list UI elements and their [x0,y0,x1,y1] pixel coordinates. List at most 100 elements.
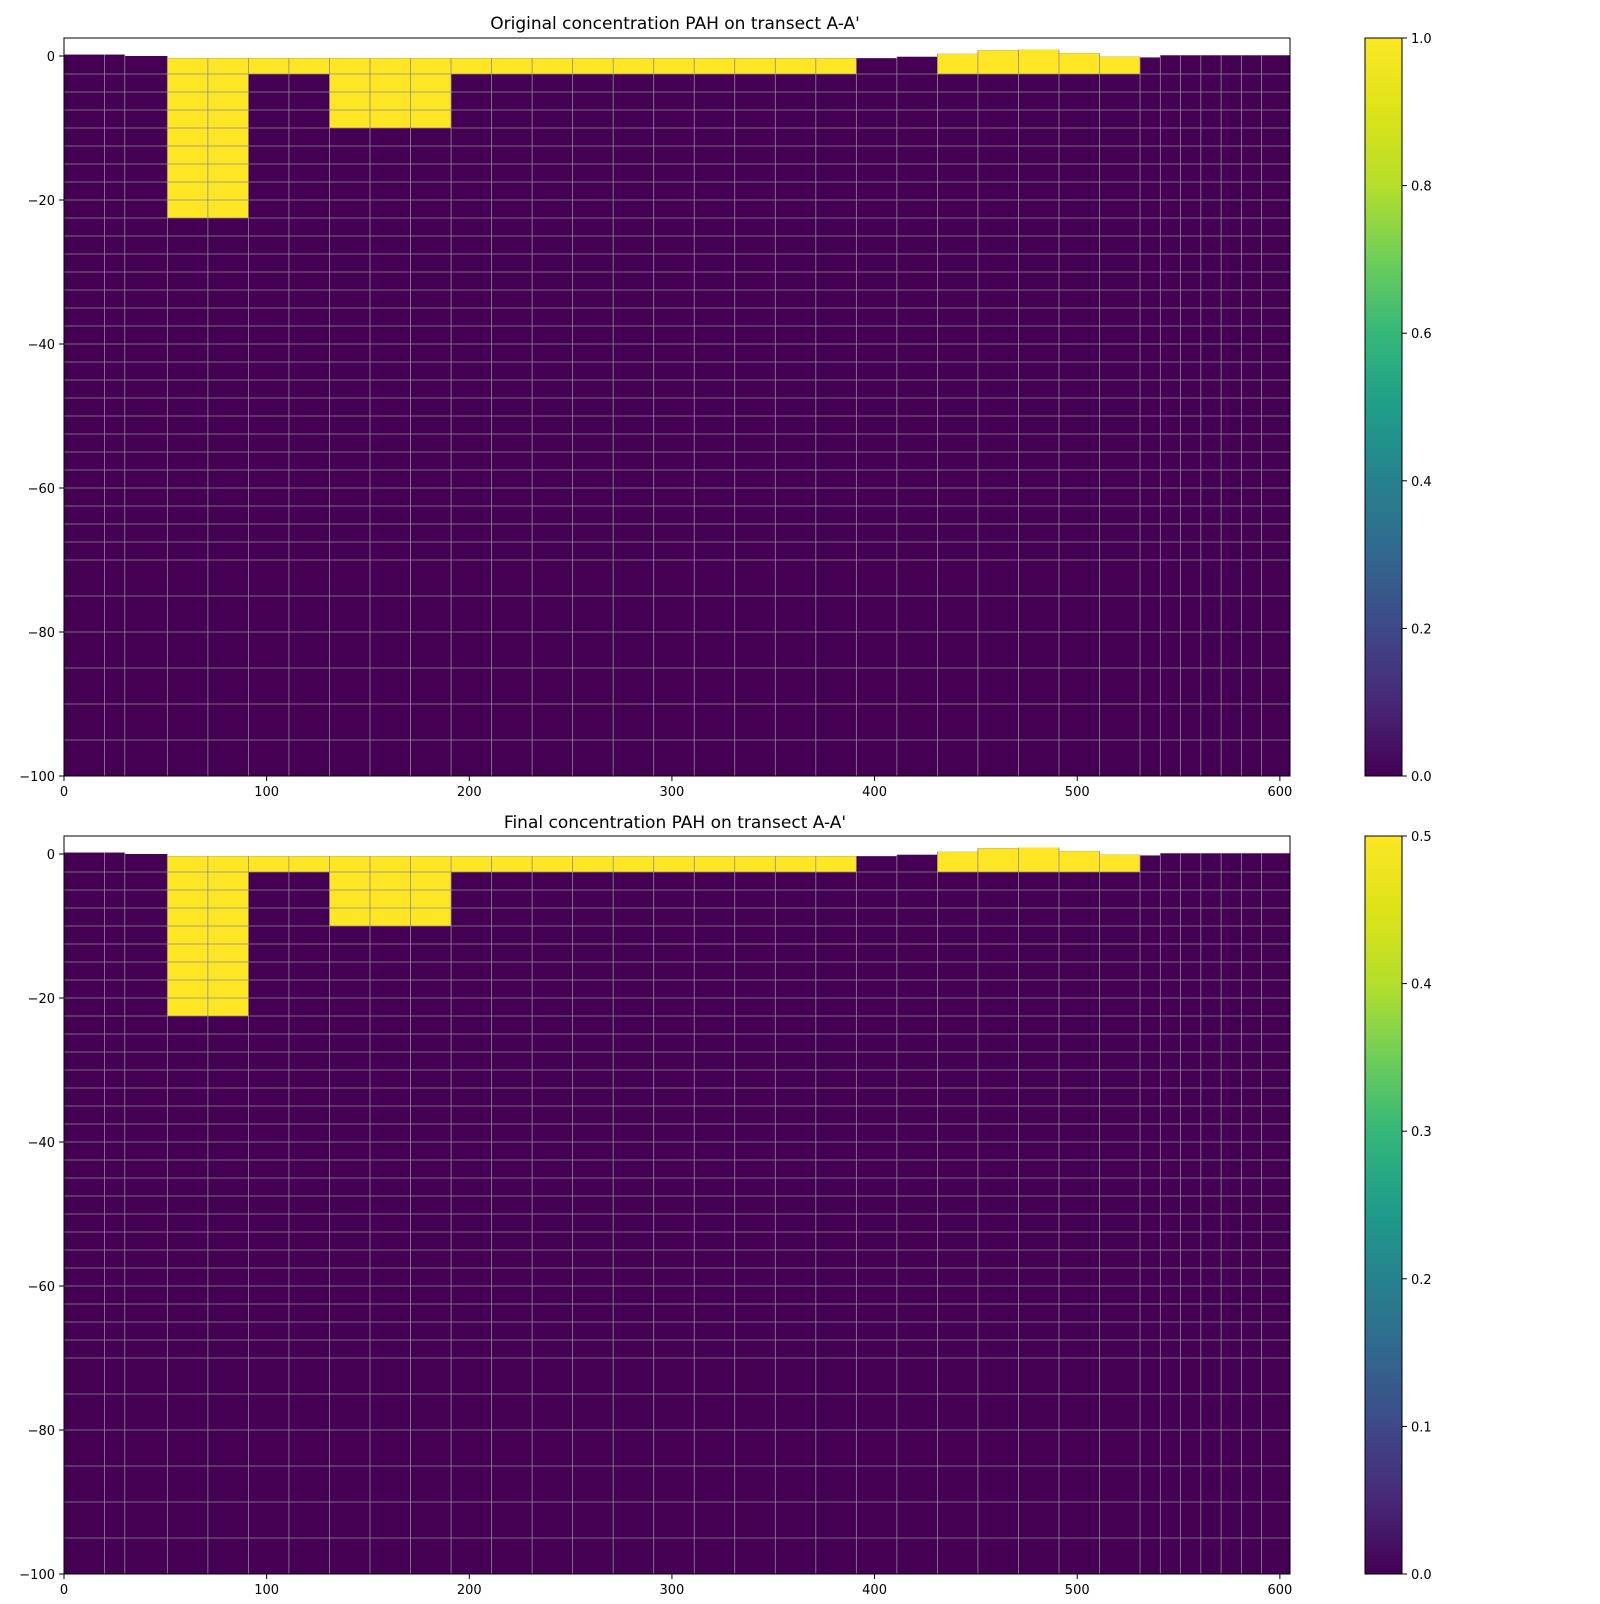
contaminated-cell [775,58,816,74]
contaminated-cell [207,58,249,218]
colorbar [1364,37,1403,777]
heatmap-cell [329,856,370,1574]
x-tick-label: 300 [660,785,685,800]
contaminated-cell [572,58,614,74]
contaminated-cell [937,53,978,74]
panel-original: Original concentration PAH on transect A… [19,14,1431,800]
colorbar-tick-label: 0.3 [1411,1125,1432,1140]
heatmap-cell [694,58,735,777]
heatmap-cell [653,58,695,777]
contaminated-cell [167,58,208,218]
colorbar-tick-label: 0.4 [1411,978,1432,993]
heatmap-cell [491,58,533,777]
x-tick-label: 600 [1267,1583,1292,1598]
y-tick-label: −20 [28,194,55,209]
heatmap-cell [1058,851,1100,1574]
heatmap-cell [532,58,573,777]
x-tick-label: 600 [1267,785,1292,800]
x-tick-label: 500 [1065,1583,1090,1598]
contaminated-cell [653,856,695,872]
contaminated-cell [775,856,816,872]
contaminated-cell [694,58,735,74]
contaminated-cell [815,856,857,872]
heatmap-cell [572,58,614,777]
heatmap-cell [1058,53,1100,777]
contaminated-cell [207,856,249,1016]
colorbar-tick-label: 0.2 [1411,1273,1432,1288]
y-tick-label: −80 [28,1424,55,1439]
heatmap-cell [369,58,411,777]
colorbar-tick-label: 0.1 [1411,1420,1432,1435]
heatmap-cell [64,54,105,777]
colorbar-tick-label: 0.0 [1411,770,1432,785]
y-tick-label: −80 [28,626,55,641]
x-tick-label: 100 [254,1583,279,1598]
heatmap-cell [937,53,978,776]
heatmap-cell [815,856,857,1574]
y-tick-label: −100 [19,1568,55,1583]
colorbar-tick-label: 0.0 [1411,1568,1432,1583]
contaminated-cell [369,856,411,926]
heatmap-cell [653,856,695,1574]
contaminated-cell [410,58,452,128]
contaminated-cell [288,856,330,872]
contaminated-cell [248,856,289,872]
heatmap-cell [532,856,573,1574]
colorbar-tick-label: 0.4 [1411,475,1432,490]
contaminated-cell [815,58,857,74]
y-tick-label: −40 [28,338,55,353]
panel-final: Final concentration PAH on transect A-A'… [19,813,1431,1598]
heatmap-cell [1018,847,1059,1574]
heatmap-cell [856,58,897,777]
contaminated-cell [1099,854,1141,872]
y-tick-label: −60 [28,482,55,497]
heatmap-cell [572,856,614,1574]
colorbar [1364,835,1403,1575]
contaminated-cell [977,848,1019,872]
x-tick-label: 0 [60,1583,68,1598]
y-tick-label: −100 [19,770,55,785]
heatmap-cell [451,856,492,1574]
axes-frame [63,835,1291,1575]
heatmap-cell [815,58,857,777]
contaminated-cell [734,58,776,74]
contaminated-cell [1018,49,1059,74]
x-tick-label: 200 [457,785,482,800]
x-tick-label: 400 [862,785,887,800]
y-tick-label: −60 [28,1280,55,1295]
heatmap-cell [248,856,289,1574]
contaminated-cell [937,851,978,872]
heatmap-cell [451,58,492,777]
heatmap-cell [613,856,654,1574]
heatmap-cell [937,851,978,1574]
heatmap-cell [775,58,816,777]
contaminated-cell [613,58,654,74]
x-tick-label: 500 [1065,785,1090,800]
contaminated-cell [369,58,411,128]
contaminated-cell [613,856,654,872]
heatmap-cell [410,856,452,1574]
x-tick-label: 100 [254,785,279,800]
y-tick-label: 0 [47,50,55,65]
heatmap-plot-area: 0 100 200 300 400 500 600 0 −20 −40 −60 −80 −100 [19,37,1292,800]
heatmap-cell [977,848,1019,1574]
heatmap-cell [64,852,105,1574]
colorbar-ticks: 0.0 0.1 0.2 0.3 0.4 0.5 [1402,830,1432,1583]
colorbar-tick-label: 0.8 [1411,180,1432,195]
contaminated-cell [491,856,533,872]
x-tick-label: 300 [660,1583,685,1598]
contaminated-cell [572,856,614,872]
heatmap-cell [329,58,370,777]
contaminated-cell [167,856,208,1016]
heatmap-plot-area: 0 100 200 300 400 500 600 0 −20 −40 −60 −80 −100 [19,835,1292,1598]
y-tick-label: 0 [47,848,55,863]
heatmap-cell [613,58,654,777]
contaminated-cell [1099,56,1141,74]
heatmap-cell [734,856,776,1574]
x-tick-label: 200 [457,1583,482,1598]
contaminated-cell [734,856,776,872]
colorbar-tick-label: 0.6 [1411,327,1432,342]
contaminated-cell [532,856,573,872]
